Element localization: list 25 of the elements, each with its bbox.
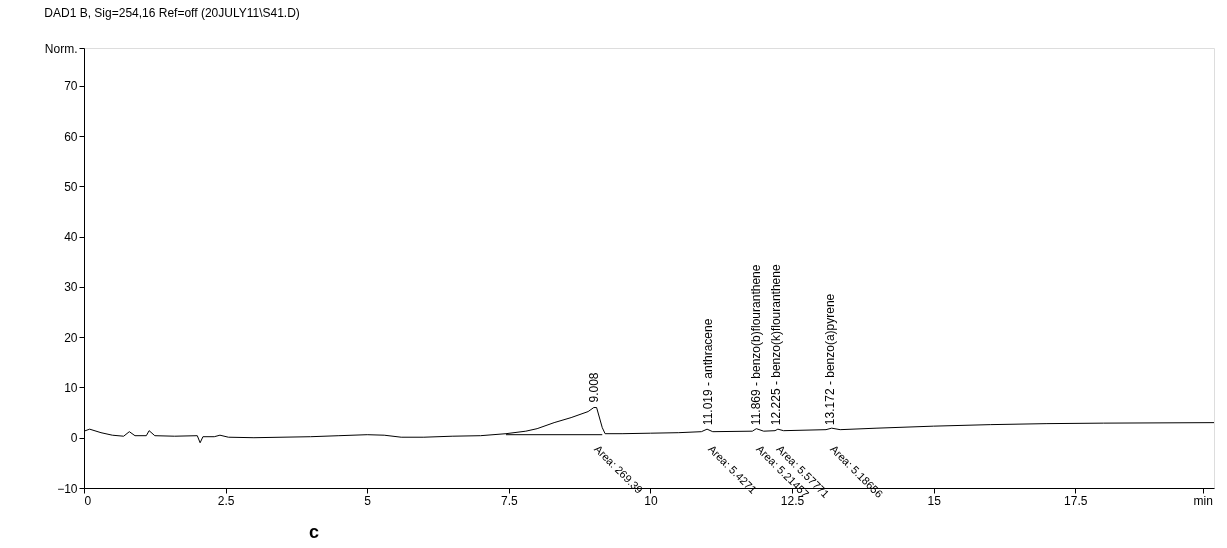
y-tick-label: 60	[64, 129, 78, 144]
x-tick-label: 15	[927, 493, 942, 508]
y-tick-label: 40	[64, 230, 78, 245]
x-tick-label: 0	[84, 493, 92, 508]
annotation: 13.172 - benzo(a)pyrene	[823, 293, 838, 426]
x-tick-label: 2.5	[217, 493, 235, 508]
annotation: 11.869 - benzo(b)flouranthene	[749, 264, 764, 426]
y-tick-label: 10	[64, 380, 78, 395]
text: c	[308, 522, 320, 542]
y-tick-label: 70	[64, 79, 78, 94]
y-tick-label: −10	[57, 481, 78, 496]
x-tick-label: min	[1193, 493, 1213, 508]
x-tick-label: 5	[364, 493, 372, 508]
y-tick-label: Norm.	[44, 41, 78, 56]
annotation: 9.008	[587, 372, 602, 403]
y-tick-label: 0	[70, 431, 78, 446]
annotation: 11.019 - anthracene	[701, 318, 716, 426]
chart-title: DAD1 B, Sig=254,16 Ref=off (20JULY11\S41.D)	[44, 6, 300, 20]
y-tick-label: 50	[64, 179, 78, 194]
x-tick-label: 10	[644, 493, 658, 508]
x-tick-label: 7.5	[500, 493, 518, 508]
y-tick-label: 30	[64, 280, 78, 295]
x-tick-label: 17.5	[1064, 493, 1088, 508]
y-tick-label: 20	[64, 330, 78, 345]
annotation: 12.225 - benzo(k)flouranthene	[769, 264, 784, 426]
